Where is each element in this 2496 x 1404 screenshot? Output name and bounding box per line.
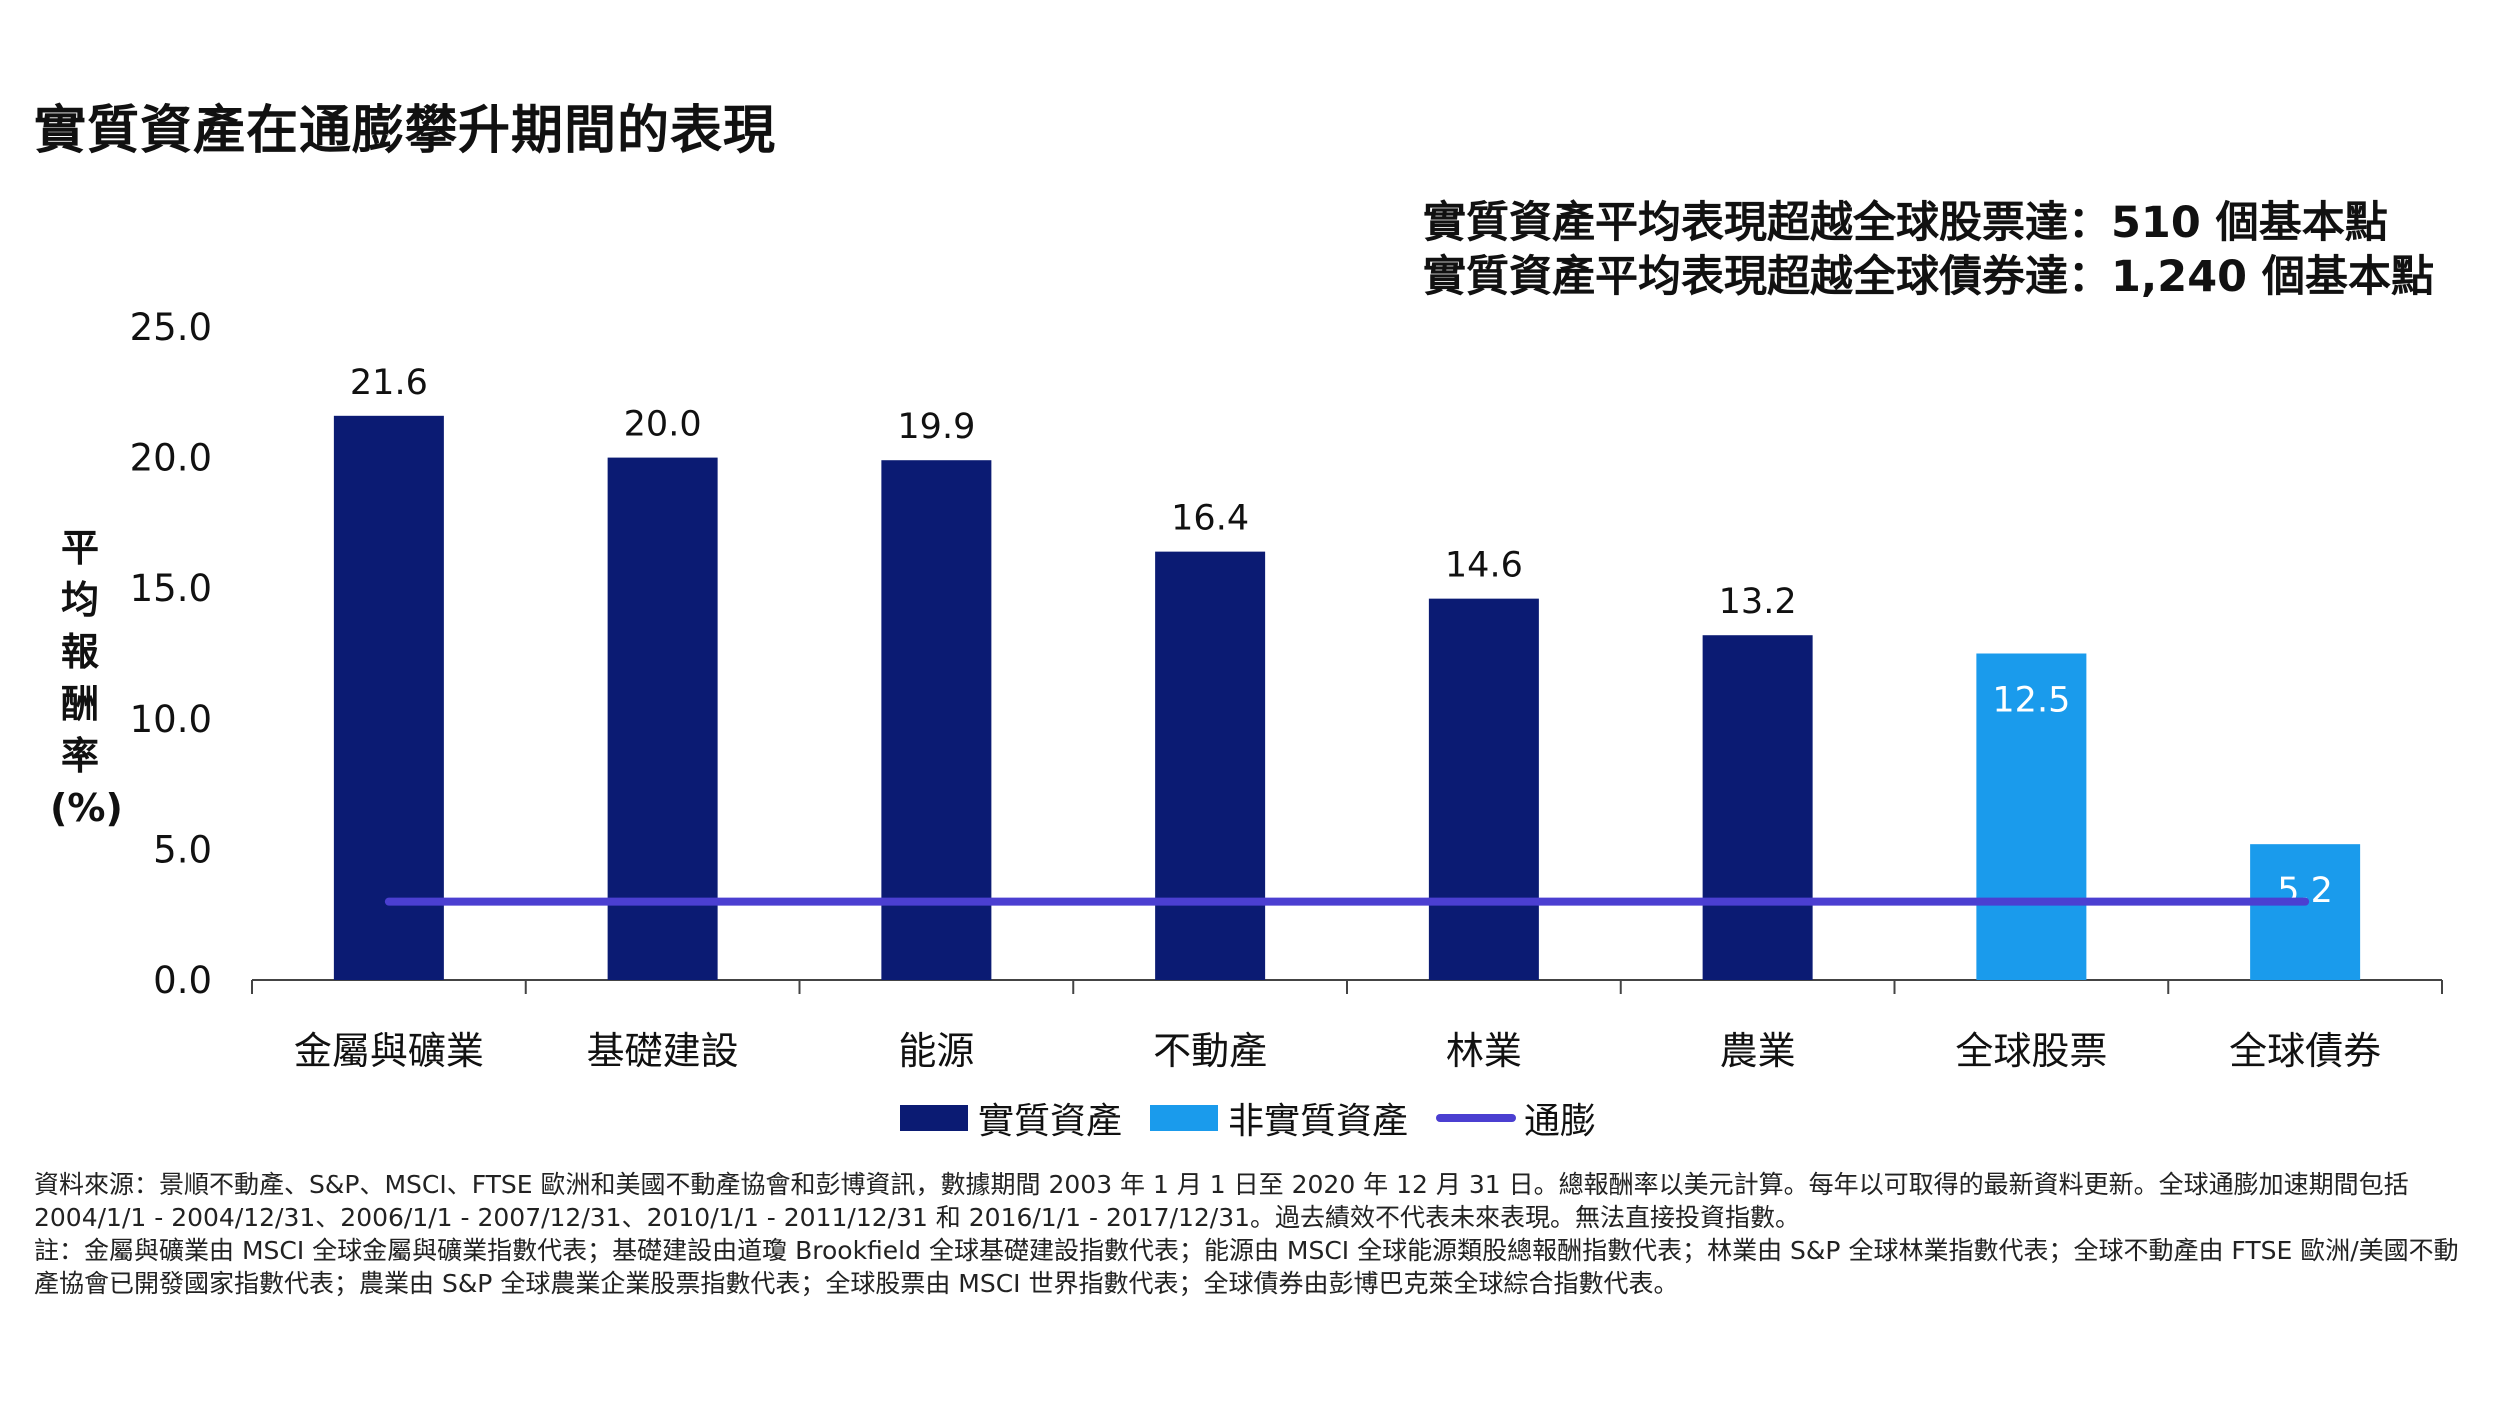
data-label: 21.6: [350, 363, 428, 403]
x-tick-label: 林業: [1446, 1029, 1522, 1073]
bar-real-asset: [333, 415, 444, 981]
legend-item-real-assets: 實質資產: [899, 1092, 1122, 1144]
x-tick-label: 不動產: [1153, 1029, 1267, 1073]
x-tick-label: 能源: [898, 1029, 974, 1073]
legend-item-inflation: 通膨: [1436, 1092, 1596, 1144]
bar-real-asset: [881, 460, 992, 980]
data-label: 16.4: [1171, 499, 1249, 539]
data-label: 13.2: [1719, 582, 1797, 622]
callout-equities: 實質資產平均表現超越全球股票達：510 個基本點: [1423, 198, 2388, 248]
y-tick-label: 0.0: [153, 959, 212, 1002]
callout-bonds: 實質資產平均表現超越全球債券達：1,240 個基本點: [1423, 252, 2434, 302]
data-label: 14.6: [1445, 546, 1523, 586]
footnote-source: 資料來源：景順不動產、S&P、MSCI、FTSE 歐洲和美國不動產協會和彭博資訊…: [34, 1170, 2409, 1232]
bar-non-real-asset: [1976, 653, 2087, 980]
legend-label-real-assets: 實質資產: [977, 1101, 1122, 1142]
x-tick-label: 農業: [1720, 1029, 1796, 1073]
legend-item-non-real-assets: 非實質資產: [1149, 1092, 1408, 1144]
footnote: 資料來源：景順不動產、S&P、MSCI、FTSE 歐洲和美國不動產協會和彭博資訊…: [34, 1168, 2474, 1300]
outperformance-callout: 實質資產平均表現超越全球股票達：510 個基本點 實質資產平均表現超越全球債券達…: [1423, 196, 2434, 304]
chart-title: 實質資產在通膨攀升期間的表現: [34, 101, 777, 161]
data-label: 12.5: [1992, 681, 2070, 721]
y-tick-label: 5.0: [153, 828, 212, 871]
bar-non-real-asset: [2250, 844, 2361, 980]
legend-label-non-real-assets: 非實質資產: [1227, 1101, 1408, 1142]
legend-label-inflation: 通膨: [1524, 1101, 1597, 1142]
bar-chart: 0.0 5.0 10.0 15.0 20.0 25.0 21.6 金屬與礦業 20.0 基礎建設 1…: [130, 306, 2443, 1073]
footnote-notes: 註：金屬與礦業由 MSCI 全球金屬與礦業指數代表；基礎建設由道瓊 Brookf…: [34, 1236, 2459, 1298]
data-label: 19.9: [897, 407, 975, 447]
x-tick-label: 全球債券: [2229, 1029, 2381, 1073]
y-tick-label: 25.0: [130, 306, 212, 349]
y-tick-label: 15.0: [130, 567, 212, 610]
y-tick-label: 10.0: [130, 698, 212, 741]
bar-real-asset: [1428, 598, 1539, 980]
x-tick-label: 全球股票: [1955, 1029, 2107, 1073]
x-tick-label: 金屬與礦業: [294, 1029, 484, 1073]
chart-legend: 實質資產 非實質資產 通膨: [0, 1092, 2496, 1144]
bar-real-asset: [1702, 635, 1813, 980]
y-tick-label: 20.0: [130, 437, 212, 480]
legend-swatch-non-real-assets: [1149, 1105, 1218, 1131]
bar-real-asset: [607, 457, 718, 981]
bar-real-asset: [1155, 551, 1266, 980]
data-label: 20.0: [624, 405, 702, 445]
x-tick-label: 基礎建設: [587, 1029, 739, 1073]
legend-swatch-real-assets: [899, 1105, 968, 1131]
legend-swatch-inflation: [1436, 1114, 1516, 1122]
